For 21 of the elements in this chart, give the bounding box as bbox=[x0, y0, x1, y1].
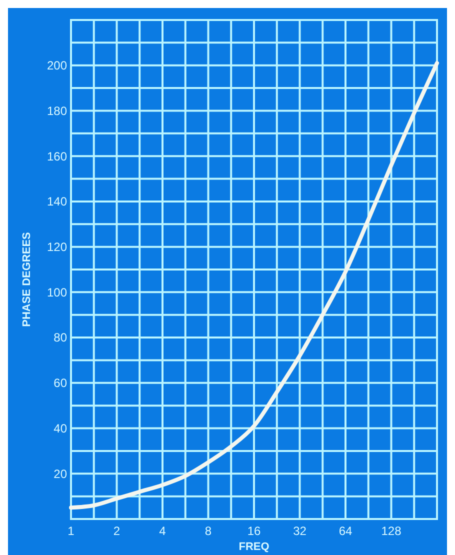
line-series bbox=[69, 61, 439, 510]
y-tick-label: 60 bbox=[54, 376, 68, 390]
x-axis-title: FREQ bbox=[238, 541, 270, 553]
x-tick-label: 64 bbox=[338, 524, 352, 538]
y-tick-label: 80 bbox=[54, 330, 68, 345]
y-tick-label: 20 bbox=[54, 466, 68, 481]
y-axis-title: PHASE DEGREES bbox=[21, 232, 33, 327]
x-tick-label: 16 bbox=[247, 524, 261, 538]
x-tick-label: 8 bbox=[204, 524, 212, 538]
y-tick-label: 140 bbox=[46, 194, 68, 209]
y-tick-label: 180 bbox=[46, 104, 68, 118]
y-tick-label: 40 bbox=[54, 421, 68, 436]
x-tick-label: 1 bbox=[68, 524, 75, 538]
y-tick-label: 200 bbox=[46, 58, 68, 73]
x-tick-label: 4 bbox=[159, 524, 166, 538]
x-tick-label: 128 bbox=[381, 524, 402, 538]
x-tick-label: 32 bbox=[293, 524, 307, 538]
x-tick-label: 2 bbox=[113, 524, 120, 538]
y-tick-label: 100 bbox=[46, 285, 68, 300]
y-tick-label: 160 bbox=[46, 149, 68, 164]
y-tick-label: 120 bbox=[46, 240, 68, 254]
